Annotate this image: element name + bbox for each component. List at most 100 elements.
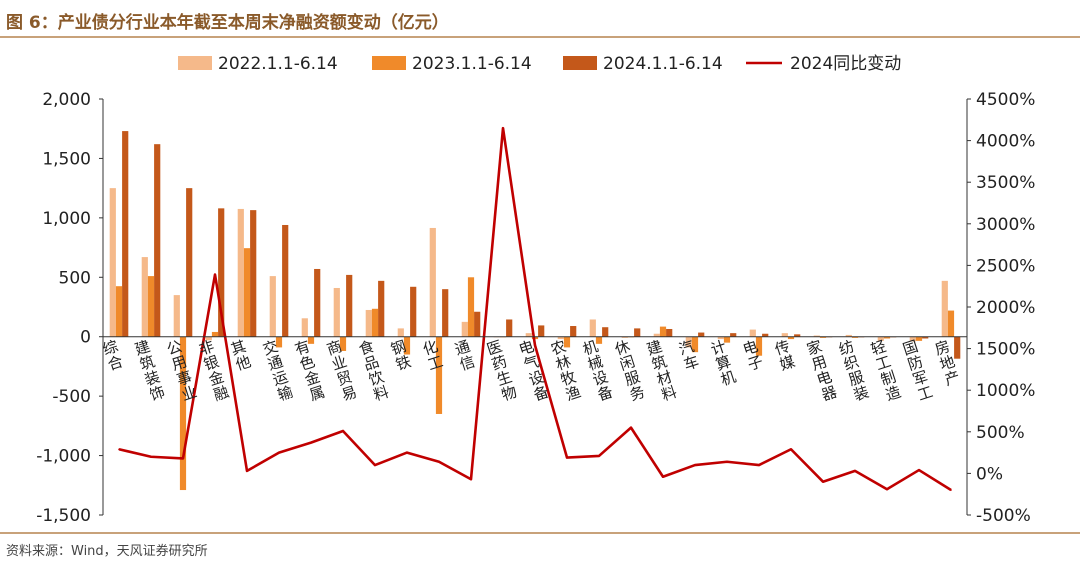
bar-2022-17 (653, 333, 660, 337)
category-label-7: 商业贸易 (325, 337, 360, 404)
yoy-point-15 (598, 455, 600, 457)
right-tick-label: 4000% (976, 132, 1035, 152)
category-label-13: 电气设备 (517, 337, 552, 404)
right-tick-label: -500% (976, 506, 1031, 526)
bar-2024-4 (250, 210, 257, 337)
yoy-point-0 (118, 448, 120, 451)
legend-swatch-2 (563, 56, 597, 70)
right-tick-label: 3500% (976, 173, 1035, 193)
bar-2023-0 (115, 286, 123, 337)
category-label-2: 公用事业 (165, 337, 200, 404)
left-tick-label: 0 (80, 328, 91, 348)
legend-label-0: 2022.1.1-6.14 (218, 54, 338, 74)
bar-2022-1 (141, 257, 148, 337)
yoy-point-22 (822, 480, 824, 483)
line-series (118, 126, 952, 492)
bar-2023-25 (915, 336, 923, 341)
yoy-point-19 (726, 460, 728, 463)
category-label-0: 综合 (101, 337, 126, 374)
category-label-3: 非银金融 (197, 337, 232, 404)
source-note: 资料来源：Wind，天风证券研究所 (6, 544, 208, 559)
bar-2023-20 (755, 336, 763, 356)
bar-2023-3 (211, 331, 219, 337)
category-label-21: 传媒 (773, 337, 798, 374)
yoy-point-6 (310, 441, 312, 444)
bar-2024-21 (794, 334, 801, 337)
category-label-22: 家用电器 (805, 337, 840, 404)
bar-2022-0 (109, 188, 116, 337)
bar-2022-23 (845, 334, 852, 337)
bar-2024-6 (314, 268, 321, 337)
bar-2024-13 (538, 325, 545, 337)
bar-2023-26 (947, 310, 955, 337)
yoy-point-18 (694, 464, 696, 466)
legend-label-3: 2024同比变动 (790, 54, 901, 74)
right-tick-label: 1500% (976, 340, 1035, 360)
bar-2024-5 (282, 224, 289, 337)
yoy-point-21 (790, 448, 792, 451)
bar-2022-5 (269, 276, 276, 337)
bar-2022-6 (301, 318, 308, 337)
bar-2024-20 (762, 333, 769, 337)
yoy-point-26 (950, 489, 952, 491)
bar-2023-2 (179, 336, 187, 491)
right-tick-label: 2000% (976, 298, 1035, 318)
bar-2023-5 (275, 336, 283, 348)
bar-2024-19 (730, 333, 737, 337)
category-label-10: 化工 (421, 337, 446, 374)
bar-2024-8 (378, 280, 385, 337)
bar-2022-22 (813, 335, 820, 337)
yoy-point-4 (246, 470, 248, 472)
bar-2023-7 (339, 336, 347, 351)
category-label-18: 汽车 (677, 337, 702, 374)
bar-2024-15 (602, 327, 609, 337)
right-tick-label: 1000% (976, 381, 1035, 401)
yoy-point-11 (470, 478, 472, 481)
yoy-point-5 (278, 451, 280, 454)
top-divider (0, 36, 1080, 38)
bar-2024-7 (346, 274, 353, 337)
bar-2022-25 (909, 336, 916, 342)
category-label-24: 轻工制造 (869, 337, 904, 404)
yoy-point-7 (342, 430, 344, 432)
bar-2024-26 (954, 336, 961, 359)
legend: 2022.1.1-6.14 2023.1.1-6.14 2024.1.1-6.14 2… (178, 54, 901, 74)
legend-label-2: 2024.1.1-6.14 (603, 54, 723, 74)
bar-2024-16 (634, 328, 641, 337)
yoy-point-23 (854, 470, 856, 472)
category-label-17: 建筑材料 (645, 337, 680, 404)
yoy-point-16 (630, 426, 632, 429)
bar-2022-14 (557, 336, 564, 340)
category-label-4: 其他 (229, 337, 254, 374)
bar-2022-26 (941, 280, 948, 337)
category-label-19: 计算机 (709, 337, 739, 389)
bar-2022-10 (429, 227, 436, 337)
bar-2024-0 (122, 131, 129, 337)
category-label-8: 食品饮料 (357, 337, 392, 404)
category-label-26: 房地产 (933, 337, 963, 389)
bar-2023-18 (691, 336, 699, 353)
bar-series (109, 131, 961, 491)
yoy-point-20 (758, 464, 760, 466)
right-tick-label: 2500% (976, 256, 1035, 276)
bar-2022-21 (781, 333, 788, 337)
bar-2023-4 (243, 248, 251, 337)
axes: 2,000 1,500 1,000 500 0 -500 -1,000 -1,500 4500%… (36, 90, 1035, 526)
bar-2024-3 (218, 208, 225, 337)
yoy-point-24 (886, 488, 888, 491)
bar-2023-11 (467, 277, 475, 337)
bar-2023-17 (659, 326, 667, 337)
category-label-1: 建筑装饰 (133, 337, 168, 404)
bar-2022-18 (685, 336, 692, 348)
category-label-14: 农林牧渔 (549, 337, 584, 404)
yoy-point-25 (918, 469, 920, 471)
yoy-point-3 (214, 273, 216, 276)
right-tick-label: 3000% (976, 215, 1035, 235)
bar-2023-10 (435, 336, 443, 414)
category-label-12: 医药生物 (485, 337, 520, 404)
bar-2022-13 (525, 333, 532, 337)
left-tick-label: 1,500 (42, 149, 91, 169)
category-label-9: 钢铁 (389, 337, 414, 374)
yoy-point-14 (566, 456, 568, 459)
